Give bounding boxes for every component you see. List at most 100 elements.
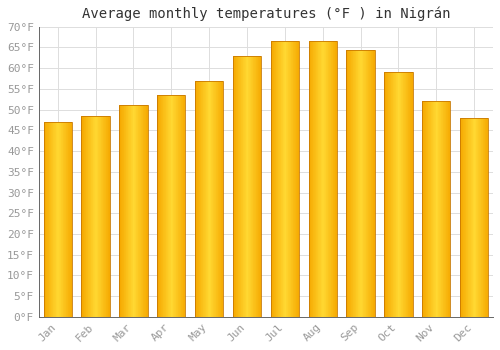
Bar: [481, 118, 482, 317]
Bar: [88, 116, 89, 317]
Bar: [124, 105, 125, 317]
Bar: [425, 102, 426, 317]
Bar: [411, 72, 412, 317]
Bar: [145, 105, 146, 317]
Bar: [356, 50, 357, 317]
Bar: [297, 41, 298, 317]
Bar: [389, 72, 390, 317]
Bar: [279, 41, 280, 317]
Bar: [289, 41, 290, 317]
Bar: [427, 102, 428, 317]
Bar: [445, 102, 446, 317]
Bar: [221, 80, 222, 317]
Bar: [484, 118, 485, 317]
Bar: [477, 118, 478, 317]
Bar: [200, 80, 202, 317]
Bar: [430, 102, 432, 317]
Bar: [55, 122, 56, 317]
Bar: [144, 105, 145, 317]
Bar: [357, 50, 358, 317]
Bar: [82, 116, 110, 317]
Bar: [44, 122, 45, 317]
Bar: [238, 56, 239, 317]
Bar: [292, 41, 294, 317]
Bar: [448, 102, 449, 317]
Bar: [125, 105, 126, 317]
Bar: [167, 95, 168, 317]
Bar: [437, 102, 438, 317]
Bar: [399, 72, 400, 317]
Bar: [348, 50, 349, 317]
Bar: [469, 118, 470, 317]
Bar: [276, 41, 277, 317]
Bar: [287, 41, 288, 317]
Bar: [317, 41, 318, 317]
Bar: [181, 95, 182, 317]
Bar: [147, 105, 148, 317]
Bar: [465, 118, 466, 317]
Bar: [217, 80, 218, 317]
Bar: [127, 105, 128, 317]
Bar: [360, 50, 362, 317]
Bar: [169, 95, 170, 317]
Bar: [177, 95, 178, 317]
Bar: [480, 118, 481, 317]
Bar: [240, 56, 242, 317]
Bar: [102, 116, 104, 317]
Bar: [119, 105, 148, 317]
Bar: [157, 95, 158, 317]
Bar: [82, 116, 83, 317]
Bar: [324, 41, 325, 317]
Bar: [216, 80, 217, 317]
Bar: [444, 102, 445, 317]
Bar: [242, 56, 244, 317]
Bar: [182, 95, 184, 317]
Bar: [449, 102, 450, 317]
Bar: [105, 116, 106, 317]
Bar: [53, 122, 54, 317]
Bar: [195, 80, 224, 317]
Bar: [309, 41, 310, 317]
Bar: [119, 105, 120, 317]
Bar: [398, 72, 399, 317]
Bar: [366, 50, 367, 317]
Bar: [165, 95, 166, 317]
Bar: [258, 56, 259, 317]
Bar: [374, 50, 375, 317]
Bar: [314, 41, 315, 317]
Bar: [371, 50, 372, 317]
Bar: [387, 72, 388, 317]
Bar: [66, 122, 67, 317]
Bar: [320, 41, 322, 317]
Bar: [244, 56, 245, 317]
Bar: [68, 122, 69, 317]
Bar: [162, 95, 163, 317]
Bar: [255, 56, 256, 317]
Bar: [237, 56, 238, 317]
Bar: [249, 56, 250, 317]
Bar: [362, 50, 364, 317]
Bar: [388, 72, 389, 317]
Bar: [349, 50, 350, 317]
Bar: [96, 116, 97, 317]
Bar: [294, 41, 295, 317]
Bar: [385, 72, 386, 317]
Bar: [69, 122, 70, 317]
Bar: [57, 122, 58, 317]
Bar: [247, 56, 248, 317]
Bar: [308, 41, 337, 317]
Bar: [256, 56, 257, 317]
Bar: [277, 41, 278, 317]
Bar: [409, 72, 410, 317]
Bar: [272, 41, 273, 317]
Bar: [160, 95, 162, 317]
Bar: [463, 118, 464, 317]
Bar: [423, 102, 424, 317]
Bar: [235, 56, 236, 317]
Bar: [434, 102, 435, 317]
Bar: [367, 50, 368, 317]
Bar: [140, 105, 141, 317]
Bar: [315, 41, 316, 317]
Bar: [429, 102, 430, 317]
Bar: [273, 41, 274, 317]
